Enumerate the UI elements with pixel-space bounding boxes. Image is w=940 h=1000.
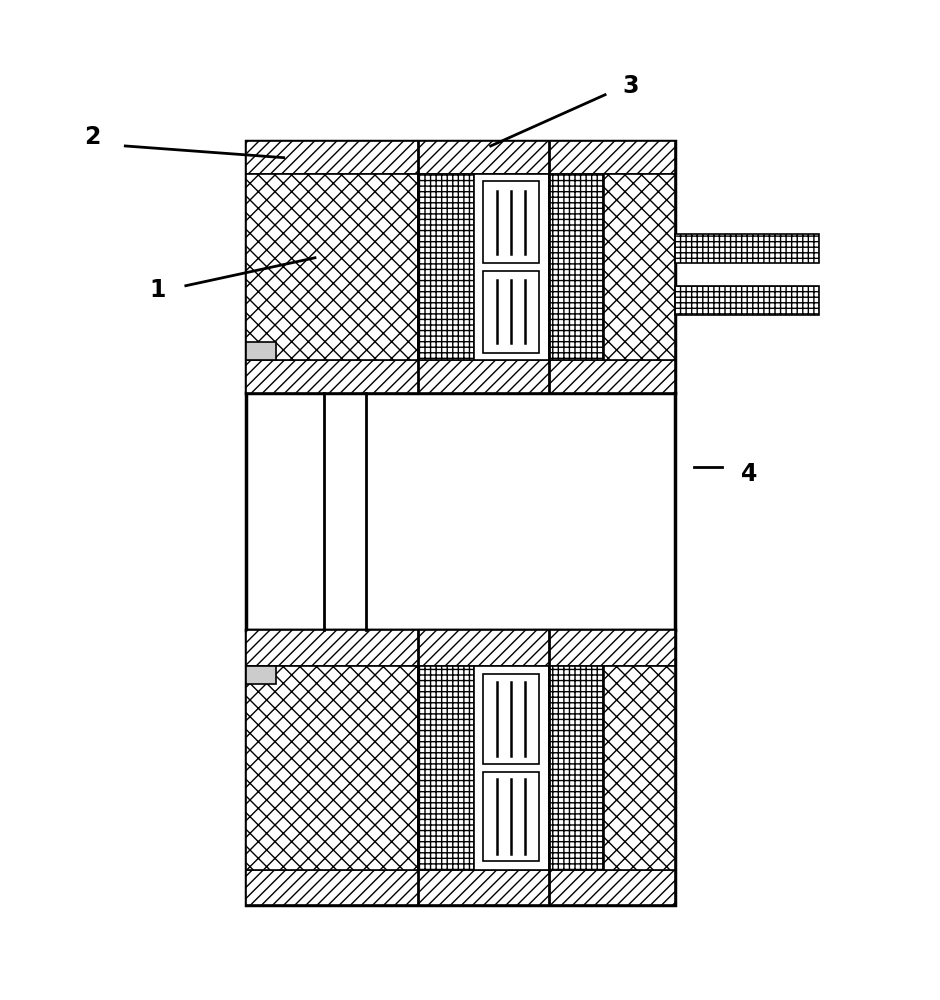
- Bar: [483, 181, 540, 263]
- Bar: [246, 870, 675, 905]
- Bar: [417, 174, 474, 360]
- Bar: [246, 666, 417, 870]
- Bar: [483, 674, 540, 764]
- Text: 2: 2: [85, 125, 101, 149]
- Bar: [675, 286, 820, 315]
- Bar: [549, 666, 604, 870]
- Bar: [246, 393, 675, 630]
- Bar: [483, 772, 540, 861]
- Bar: [483, 271, 540, 353]
- Bar: [474, 666, 549, 870]
- Bar: [246, 141, 675, 174]
- Bar: [246, 630, 675, 666]
- Bar: [604, 666, 675, 870]
- Bar: [246, 342, 276, 360]
- Bar: [549, 174, 604, 360]
- Text: 1: 1: [149, 278, 166, 302]
- Bar: [246, 630, 675, 905]
- Bar: [246, 360, 675, 393]
- Text: 3: 3: [622, 74, 638, 98]
- Bar: [604, 174, 675, 360]
- Bar: [474, 174, 549, 360]
- Bar: [417, 666, 474, 870]
- Text: 4: 4: [742, 462, 758, 486]
- Bar: [246, 174, 417, 360]
- Bar: [246, 141, 675, 393]
- Bar: [246, 666, 276, 684]
- Bar: [675, 234, 820, 263]
